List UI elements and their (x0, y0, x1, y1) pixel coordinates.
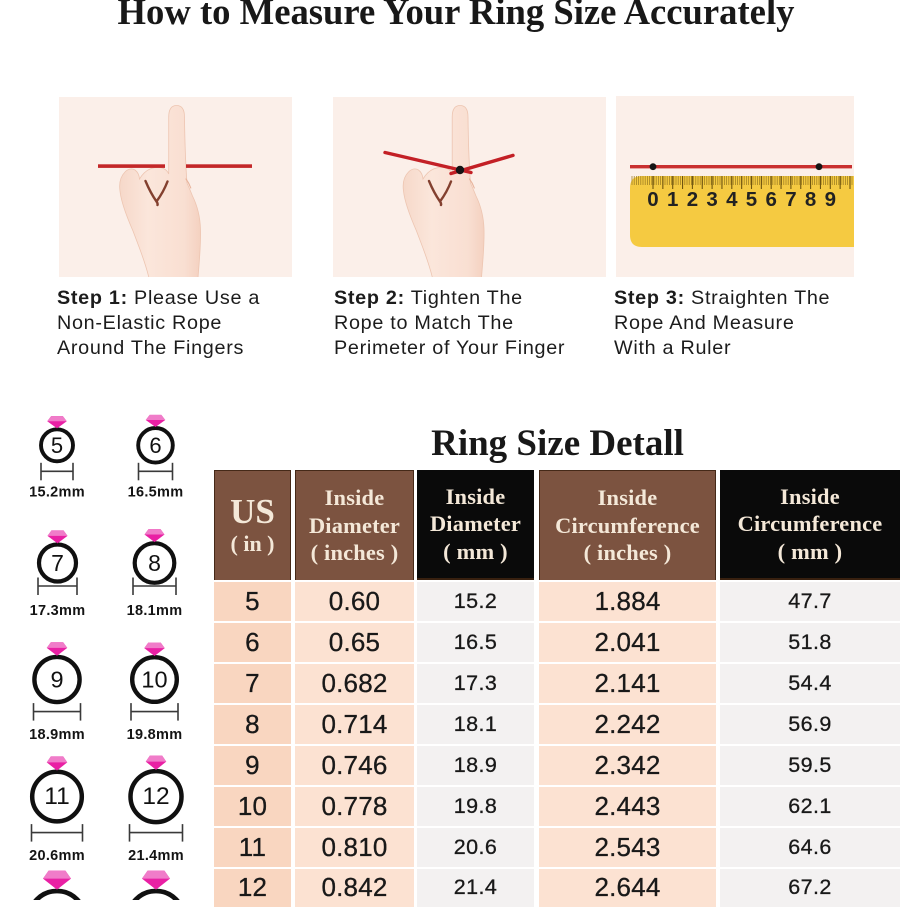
svg-text:0: 0 (647, 188, 658, 211)
svg-text:16.5mm: 16.5mm (128, 485, 184, 501)
svg-text:18.9mm: 18.9mm (29, 727, 85, 743)
svg-text:18.1mm: 18.1mm (127, 603, 183, 619)
svg-text:8: 8 (805, 188, 816, 211)
svg-text:12: 12 (142, 783, 169, 810)
svg-text:4: 4 (726, 188, 738, 211)
svg-text:10: 10 (141, 667, 167, 693)
svg-text:17.3mm: 17.3mm (30, 603, 86, 619)
svg-text:9: 9 (50, 667, 63, 693)
svg-text:7: 7 (785, 188, 796, 211)
svg-text:9: 9 (825, 188, 836, 211)
svg-text:6: 6 (149, 433, 161, 458)
svg-text:19.8mm: 19.8mm (127, 727, 183, 743)
svg-text:11: 11 (44, 783, 69, 810)
svg-text:8: 8 (148, 550, 161, 576)
svg-text:6: 6 (765, 188, 776, 211)
svg-text:1: 1 (667, 188, 678, 211)
svg-text:3: 3 (706, 188, 717, 211)
svg-text:15.2mm: 15.2mm (29, 485, 85, 501)
svg-text:20.6mm: 20.6mm (29, 848, 85, 864)
svg-text:5: 5 (51, 433, 63, 458)
svg-text:5: 5 (746, 188, 757, 211)
svg-text:7: 7 (51, 550, 64, 576)
svg-text:2: 2 (687, 188, 698, 211)
svg-text:21.4mm: 21.4mm (128, 848, 184, 864)
